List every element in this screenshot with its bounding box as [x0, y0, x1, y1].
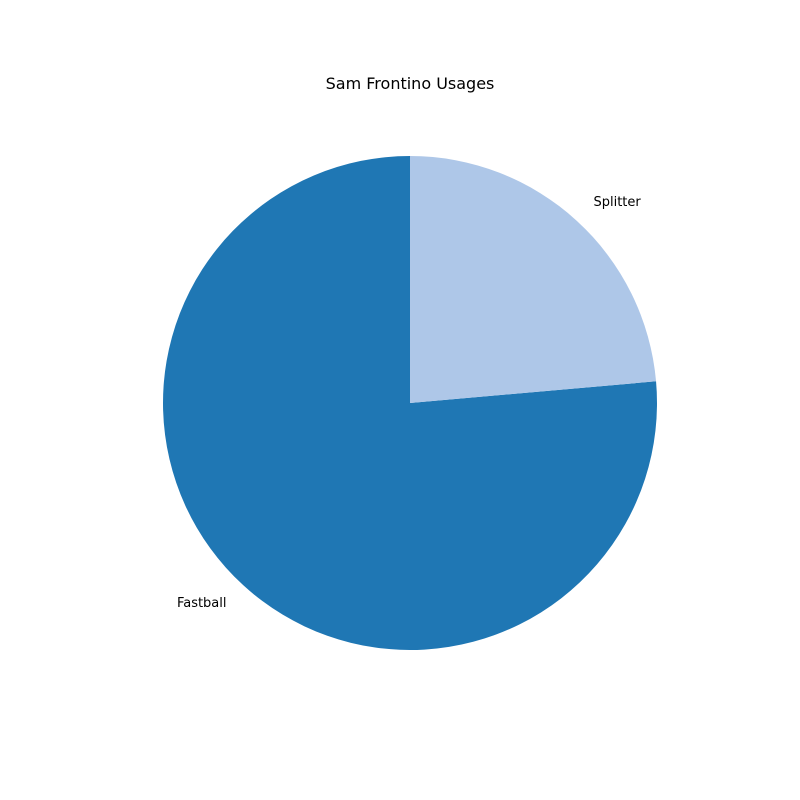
chart-title: Sam Frontino Usages [326, 74, 495, 93]
pie-slice-splitter [410, 156, 657, 403]
pie-slices [162, 156, 657, 650]
pie-label-splitter: Splitter [593, 195, 641, 210]
pie-labels: Fastball Splitter [177, 195, 641, 611]
pie-slice-fastball [162, 156, 657, 650]
pie-label-fastball: Fastball [177, 596, 227, 611]
